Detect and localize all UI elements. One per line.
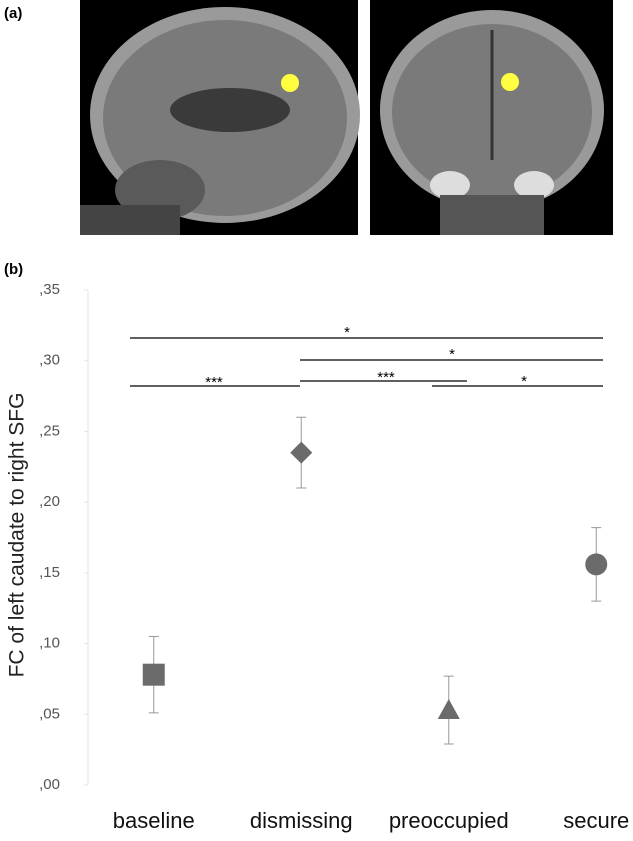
y-axis-label: FC of left caudate to right SFG [6,393,29,678]
marker [585,553,608,576]
y-tick-label: ,30 [39,352,60,369]
y-tick-label: ,25 [39,422,60,439]
significance-label: * [344,324,350,341]
marker [437,699,460,720]
marker [142,663,165,686]
significance-label: *** [205,374,223,391]
y-tick-label: ,15 [39,564,60,581]
y-tick-label: ,00 [39,776,60,793]
coronal-brain-image [370,0,613,235]
marker [290,441,313,464]
y-tick-label: ,35 [39,281,60,298]
x-tick-label: dismissing [250,808,353,833]
significance-label: *** [377,369,395,386]
sagittal-brain-image [80,0,360,235]
panel-label: (b) [4,261,23,278]
y-tick-label: ,10 [39,635,60,652]
significance-label: * [449,346,455,363]
x-tick-label: baseline [113,808,195,833]
panel-label: (a) [4,5,22,22]
y-tick-label: ,05 [39,705,60,722]
y-tick-label: ,20 [39,493,60,510]
x-tick-label: secure [563,808,629,833]
x-tick-label: preoccupied [389,808,509,833]
significance-label: * [521,373,527,390]
